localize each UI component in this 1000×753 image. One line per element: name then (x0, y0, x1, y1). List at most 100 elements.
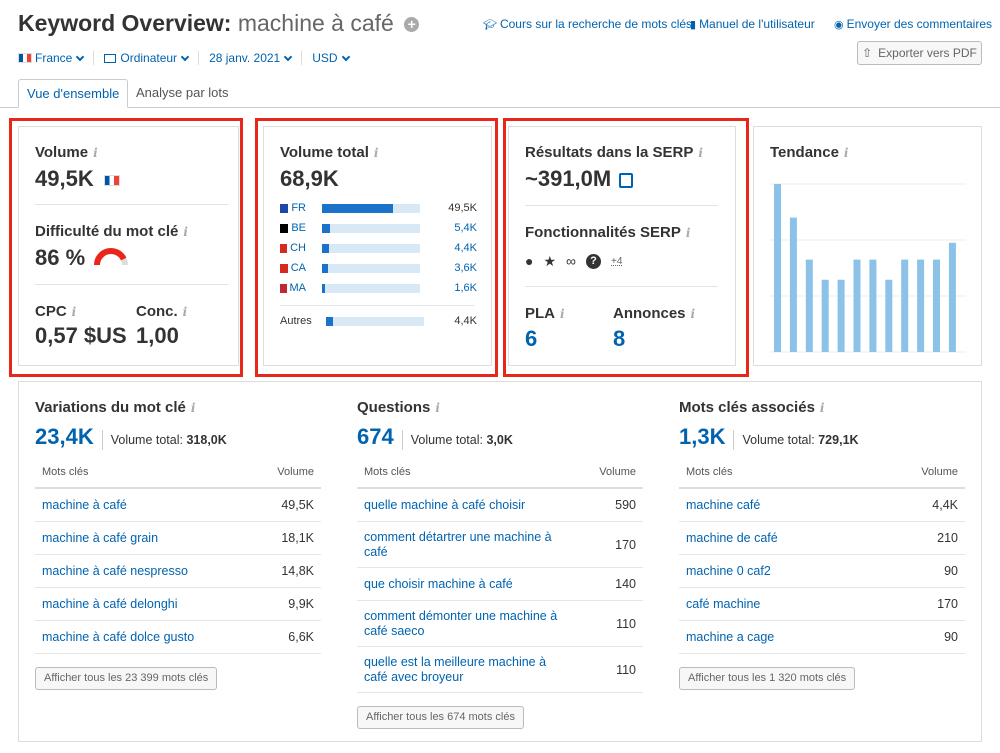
country-volume[interactable]: 1,6K (454, 282, 477, 294)
country-distribution: FR 49,5K BE 5,4K CH 4,4K CA 3,6K MA 1,6K (280, 198, 477, 308)
country-code[interactable]: CH (280, 242, 306, 254)
info-icon[interactable]: i (183, 225, 188, 239)
keyword-volume: 49,5K (281, 498, 314, 512)
manual-link[interactable]: ▮ Manuel de l'utilisateur (690, 17, 815, 31)
trend-bar[interactable] (837, 279, 845, 352)
others-label: Autres (280, 315, 312, 327)
keyword-link[interactable]: comment démonter une machine à café saec… (364, 608, 558, 638)
keyword-link[interactable]: machine à café (42, 497, 127, 512)
ads-value[interactable]: 8 (613, 326, 626, 351)
keyword-link[interactable]: que choisir machine à café (364, 576, 513, 591)
trend-bar[interactable] (933, 259, 940, 352)
table-row: quelle machine à café choisir 590 (357, 489, 643, 522)
info-icon[interactable]: i (685, 226, 691, 240)
device-select[interactable]: Ordinateur (104, 51, 200, 65)
export-pdf-button[interactable]: ⇧ Exporter vers PDF (857, 41, 982, 65)
trend-label: Tendance i (770, 144, 849, 161)
trend-bar[interactable] (869, 259, 877, 352)
info-icon[interactable]: i (690, 307, 696, 321)
table-row: machine 0 caf2 90 (679, 555, 965, 588)
course-link[interactable]: 🎓︎ Cours sur la recherche de mots clés (483, 17, 693, 31)
show-all-variations-button[interactable]: Afficher tous les 23 399 mots clés (35, 667, 218, 690)
country-code[interactable]: CA (280, 262, 306, 274)
keyword-link[interactable]: machine café (686, 497, 761, 512)
serp-features-label: Fonctionnalités SERP i (525, 224, 691, 241)
keyword-link[interactable]: machine à café delonghi (42, 596, 178, 611)
table-row: café machine 170 (679, 588, 965, 621)
keyword-volume: 4,4K (932, 498, 958, 512)
question-icon[interactable]: ? (586, 253, 602, 269)
info-icon[interactable]: i (182, 305, 188, 319)
keyword-link[interactable]: machine a cage (686, 629, 775, 644)
keyword-link[interactable]: machine 0 caf2 (686, 563, 771, 578)
trend-bar[interactable] (774, 184, 781, 352)
info-icon[interactable]: i (698, 146, 703, 160)
add-plus-icon[interactable]: + (404, 17, 420, 33)
keyword-link[interactable]: machine à café dolce gusto (42, 629, 195, 644)
show-all-questions-button[interactable]: Afficher tous les 674 mots clés (357, 706, 524, 729)
variations-count[interactable]: 23,4K (35, 424, 94, 449)
serp-features-more[interactable]: +4 (611, 255, 623, 267)
questions-title: Questions i (357, 399, 440, 416)
volume-label: Volume i (35, 144, 98, 161)
country-code[interactable]: FR (280, 202, 306, 214)
keyword-link[interactable]: quelle machine à café choisir (364, 497, 526, 512)
info-icon[interactable]: i (560, 307, 565, 321)
feedback-link[interactable]: ◉ Envoyer des commentaires (834, 17, 993, 31)
keyword-volume: 110 (616, 662, 636, 677)
table-row: machine à café grain 18,1K (35, 522, 321, 555)
tab-batch-analysis[interactable]: Analyse par lots (136, 85, 229, 100)
currency-select[interactable]: USD (312, 51, 358, 65)
trend-bar[interactable] (901, 259, 909, 352)
info-icon[interactable]: i (435, 401, 440, 415)
info-icon[interactable]: i (190, 401, 196, 415)
star-icon[interactable]: ★ (543, 252, 557, 269)
table-row: comment démonter une machine à café saec… (357, 601, 643, 647)
related-count[interactable]: 1,3K (679, 424, 726, 449)
trend-bar[interactable] (821, 279, 829, 352)
trend-bar[interactable] (853, 259, 861, 352)
country-volume[interactable]: 4,4K (454, 242, 477, 254)
info-icon[interactable]: i (843, 146, 849, 160)
pla-value[interactable]: 6 (525, 326, 538, 351)
page-title-label: Keyword Overview: (18, 10, 232, 36)
country-code[interactable]: BE (280, 222, 306, 234)
country-volume[interactable]: 5,4K (454, 222, 477, 234)
trend-bar[interactable] (885, 279, 893, 352)
show-all-related-button[interactable]: Afficher tous les 1 320 mots clés (679, 667, 856, 690)
info-icon[interactable]: i (93, 146, 98, 160)
country-select[interactable]: France (18, 51, 95, 65)
table-row: machine a cage 90 (679, 621, 965, 654)
questions-count[interactable]: 674 (357, 424, 394, 449)
keyword-link[interactable]: machine à café nespresso (42, 563, 188, 578)
keyword-link[interactable]: quelle est la meilleure machine à café a… (364, 654, 547, 684)
tab-overview[interactable]: Vue d'ensemble (18, 79, 129, 108)
country-volume: 49,5K (448, 202, 477, 214)
country-row: FR 49,5K (280, 198, 477, 218)
serp-snapshot-icon[interactable] (619, 172, 634, 188)
trend-bar[interactable] (948, 242, 956, 352)
questions-table: Mots clés Volume quelle machine à café ch… (357, 457, 643, 693)
keyword-link[interactable]: machine de café (686, 530, 778, 545)
info-icon[interactable]: i (373, 146, 379, 160)
location-icon[interactable]: ● (525, 253, 534, 269)
keyword-volume: 90 (944, 564, 958, 578)
questions-volume-total: Volume total: 3,0K (410, 433, 513, 447)
keyword-link[interactable]: café machine (686, 596, 761, 611)
date-select[interactable]: 28 janv. 2021 (209, 51, 303, 65)
trend-bar[interactable] (789, 217, 797, 352)
table-row: machine à café nespresso 14,8K (35, 555, 321, 588)
trend-bar[interactable] (917, 259, 925, 352)
link-icon[interactable]: ∞ (566, 253, 577, 269)
country-flag-icon (280, 283, 287, 293)
cpc-label: CPC i (35, 303, 77, 320)
keyword-link[interactable]: machine à café grain (42, 530, 159, 545)
country-flag-icon (280, 243, 288, 253)
keyword-link[interactable]: comment détartrer une machine à café (364, 529, 552, 559)
info-icon[interactable]: i (819, 401, 825, 415)
info-icon[interactable]: i (71, 305, 77, 319)
country-flag-icon (280, 203, 289, 213)
trend-bar[interactable] (805, 259, 813, 352)
country-code[interactable]: MA (280, 282, 306, 294)
country-volume[interactable]: 3,6K (454, 262, 477, 274)
